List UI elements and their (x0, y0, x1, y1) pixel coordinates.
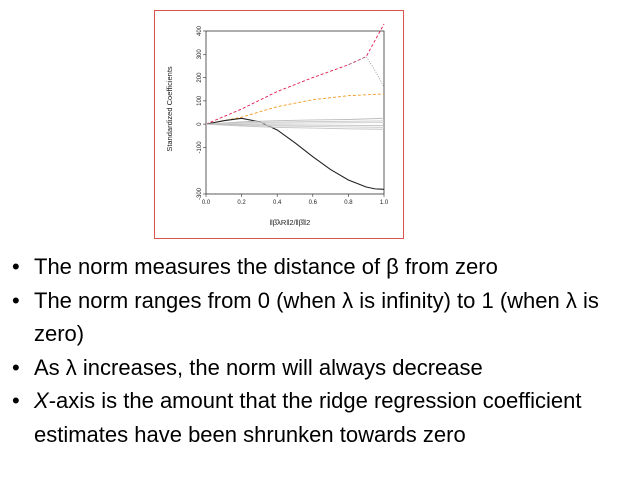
bullet-text: The norm ranges from 0 (when λ is infini… (34, 287, 599, 347)
bullet-item: • As λ increases, the norm will always d… (12, 351, 622, 385)
bullet-dot: • (12, 254, 20, 279)
bullet-dot: • (12, 354, 20, 380)
series-lines (205, 23, 385, 190)
y-tick-label: -300 (197, 187, 203, 200)
bullet-item: • The norm ranges from 0 (when λ is infi… (12, 284, 622, 351)
series-line (205, 117, 385, 125)
x-tick-label: 0.0 (202, 200, 211, 206)
series-line (348, 56, 385, 88)
y-tick-label: 200 (197, 72, 203, 83)
y-axis-label: Standardized Coefficients (165, 66, 174, 152)
bullet-text-italic: X (34, 388, 49, 413)
bullet-item: • The norm measures the distance of β fr… (12, 250, 622, 284)
bullet-text: -axis is the amount that the ridge regre… (34, 388, 582, 447)
plot-frame (205, 30, 385, 195)
series-line (205, 120, 385, 125)
y-tick-label: 100 (197, 95, 203, 106)
x-tick-label: 0.2 (237, 200, 246, 206)
bullet-list: • The norm measures the distance of β fr… (12, 250, 622, 451)
series-line (205, 122, 385, 125)
x-tick-label: 0.6 (309, 200, 318, 206)
bullet-item: • X-axis is the amount that the ridge re… (12, 384, 622, 451)
bullet-text: The norm measures the distance of β from… (34, 254, 498, 279)
y-axis-ticks: -300 -100 0 100 200 300 400 (197, 25, 206, 200)
x-axis-ticks: 0.0 0.2 0.4 0.6 0.8 1.0 (202, 194, 389, 206)
series-line (205, 23, 385, 125)
bullet-text: As λ increases, the norm will always dec… (34, 354, 483, 380)
y-tick-label: 0 (197, 122, 203, 126)
x-axis-label: ‖β̂λR‖2/‖β̂‖2 (270, 218, 311, 227)
ridge-coefficient-chart: 0.0 0.2 0.4 0.6 0.8 1.0 -300 -100 0 100 200 300 400… (165, 23, 389, 227)
figure-frame: 0.0 0.2 0.4 0.6 0.8 1.0 -300 -100 0 100 200 300 400… (154, 10, 404, 239)
y-tick-label: -100 (197, 141, 203, 154)
bullet-dot: • (12, 287, 20, 313)
series-line (205, 123, 385, 126)
y-tick-label: 300 (197, 49, 203, 60)
x-tick-label: 1.0 (380, 200, 389, 206)
series-line (205, 117, 385, 190)
x-tick-label: 0.8 (344, 200, 353, 206)
y-tick-label: 400 (197, 25, 203, 36)
x-tick-label: 0.4 (273, 200, 282, 206)
series-line (205, 123, 385, 130)
bullet-dot: • (12, 388, 20, 413)
plot-area (205, 30, 385, 195)
series-line (205, 93, 385, 125)
